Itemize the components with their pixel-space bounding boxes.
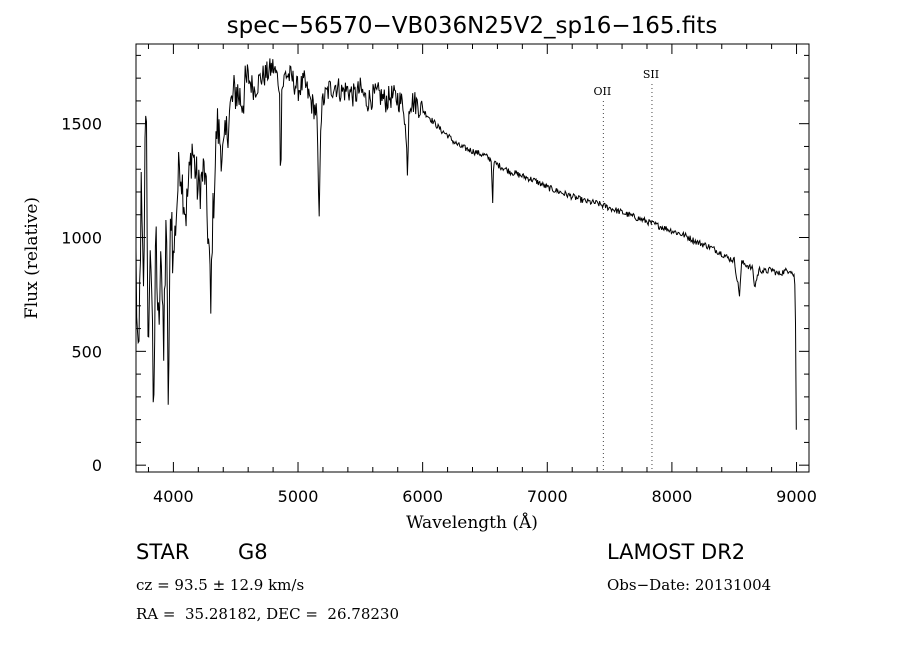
coordinates: RA = 35.28182, DEC = 26.78230 [136,605,400,623]
emission-lines: OII SII [594,68,659,472]
chart-title: spec−56570−VB036N25V2_sp16−165.fits [227,13,718,39]
observation-date: Obs−Date: 20131004 [607,576,772,594]
x-tick-label: 8000 [652,487,693,506]
y-tick-label: 0 [92,456,102,475]
emission-line-label: SII [643,68,659,81]
y-tick-label: 1500 [61,115,102,134]
x-tick-label: 7000 [527,487,568,506]
x-tick-label: 5000 [278,487,319,506]
x-tick-label: 4000 [153,487,194,506]
x-tick-label: 6000 [402,487,443,506]
plot-frame [135,43,810,473]
y-tick-label: 1000 [61,229,102,248]
y-tick-label: 500 [71,342,102,361]
x-tick-label: 9000 [776,487,817,506]
object-type: STAR [136,540,190,564]
object-subclass: G8 [238,540,268,564]
y-axis-label: Flux (relative) [22,197,42,319]
x-axis-label: Wavelength (Å) [406,512,538,533]
emission-line-label: OII [594,85,612,98]
tick-labels: 4000 5000 6000 7000 8000 9000 0 500 1000 1500 [61,115,817,506]
spectrum-line [135,58,797,430]
redshift-velocity: cz = 93.5 ± 12.9 km/s [136,576,305,594]
axis-ticks [136,44,809,472]
survey-name: LAMOST DR2 [607,540,746,564]
